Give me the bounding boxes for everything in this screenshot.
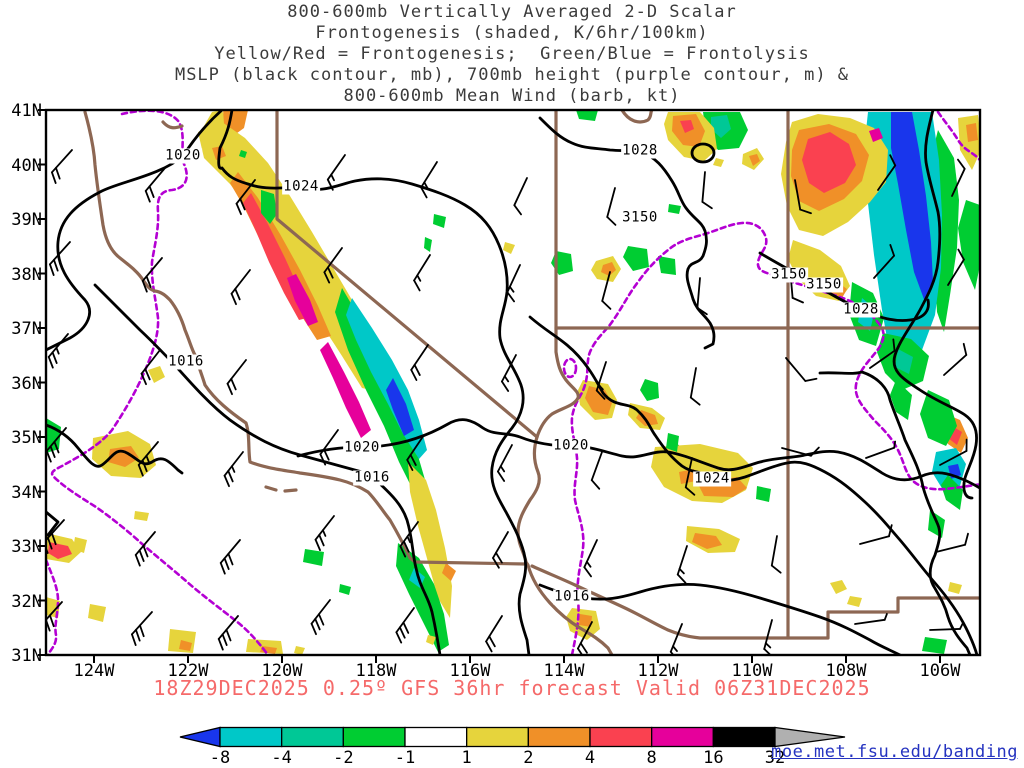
colorbar-tick: 32 — [764, 748, 786, 768]
site-link[interactable]: moe.met.fsu.edu/banding — [771, 742, 1018, 762]
title-line-5: 800-600mb Mean Wind (barb, kt) — [343, 86, 681, 106]
contour-label: 1016 — [167, 353, 205, 370]
wind-barbs — [46, 149, 969, 655]
colorbar — [179, 726, 846, 748]
lat-label: 38N — [11, 264, 42, 285]
title-line-2: Frontogenesis (shaded, K/6hr/100km) — [315, 23, 709, 43]
lat-label: 37N — [11, 319, 42, 339]
lon-label: 108W — [825, 661, 867, 681]
colorbar-tick: 2 — [523, 748, 534, 768]
contour-label: 1016 — [553, 588, 591, 605]
lon-label: 114W — [543, 661, 585, 681]
contour-label: 1016 — [353, 469, 391, 486]
lon-label: 116W — [449, 661, 491, 681]
colorbar-tick: 16 — [703, 748, 724, 768]
height-contours-700mb — [46, 110, 980, 655]
contour-label: 1020 — [164, 147, 202, 164]
contour-label: 3150 — [621, 209, 659, 226]
colorbar-tick: 1 — [461, 748, 472, 768]
lon-label: 120W — [261, 661, 303, 681]
lon-label: 106W — [919, 661, 961, 681]
colorbar-tick: -8 — [209, 748, 231, 768]
lat-label: 40N — [11, 155, 42, 176]
contour-label: 1028 — [621, 142, 659, 159]
lat-label: 35N — [11, 428, 42, 448]
chart-title: 800-600mb Vertically Averaged 2-D Scalar… — [0, 2, 1024, 107]
contour-label: 1024 — [282, 178, 320, 195]
lat-label: 31N — [11, 646, 42, 666]
lat-label: 32N — [11, 591, 42, 612]
lat-label: 36N — [11, 373, 42, 394]
contour-label: 3150 — [805, 276, 843, 293]
contour-label: 1024 — [693, 470, 731, 487]
title-line-1: 800-600mb Vertically Averaged 2-D Scalar — [287, 2, 737, 22]
axis-ticks — [38, 109, 941, 663]
frontogenesis-shading — [46, 110, 980, 655]
lat-label: 33N — [11, 537, 42, 557]
lon-label: 112W — [637, 661, 679, 681]
lat-label: 39N — [11, 210, 42, 230]
contour-label: 1028 — [842, 301, 880, 318]
contour-label: 3150 — [770, 266, 808, 283]
forecast-validity-text: 18Z29DEC2025 0.25º GFS 36hr forecast Val… — [153, 676, 871, 700]
lon-label: 122W — [167, 661, 209, 681]
colorbar-tick: 4 — [584, 748, 596, 768]
colorbar-tick: -1 — [394, 748, 416, 768]
lat-label: 41N — [11, 101, 42, 121]
lon-label: 124W — [73, 661, 115, 681]
contour-label: 1020 — [552, 437, 590, 454]
lon-label: 110W — [731, 661, 773, 681]
colorbar-tick: -4 — [271, 748, 292, 768]
lon-label: 118W — [355, 661, 397, 681]
colorbar-tick: -2 — [333, 748, 354, 768]
colorbar-tick: 8 — [646, 748, 657, 768]
title-line-3: Yellow/Red = Frontogenesis; Green/Blue =… — [214, 44, 810, 64]
lat-label: 34N — [11, 482, 42, 503]
contour-label: 1020 — [343, 439, 381, 456]
title-line-4: MSLP (black contour, mb), 700mb height (… — [174, 65, 850, 85]
